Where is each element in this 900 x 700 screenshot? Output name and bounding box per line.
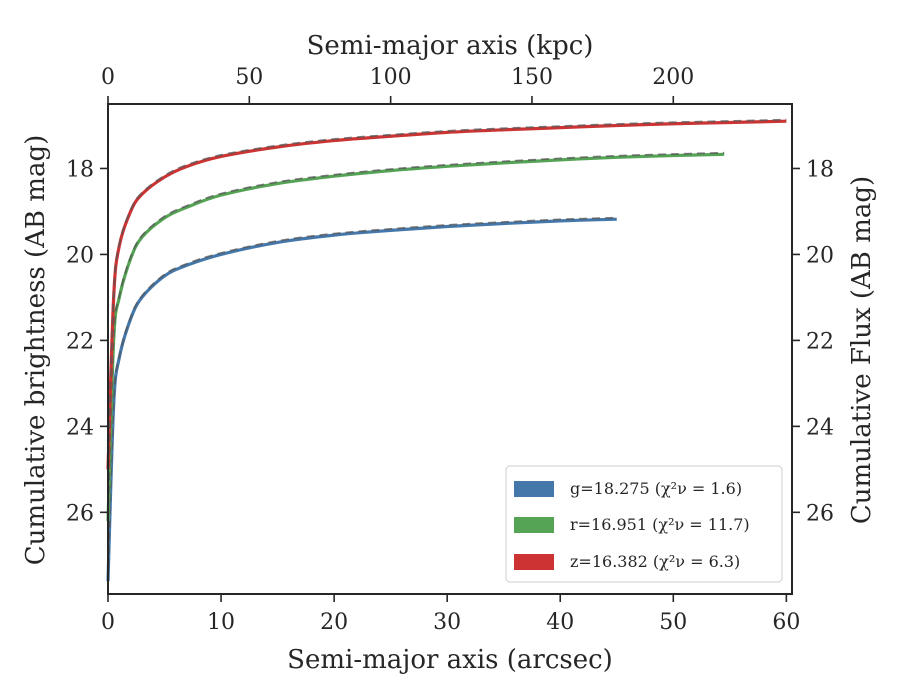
x2-tick-label-100: 100 xyxy=(370,65,412,90)
legend-label-g: g=18.275 (χ²ν = 1.6) xyxy=(570,479,742,498)
y2-axis-title: Cumulative Flux (AB mag) xyxy=(847,176,877,524)
series-line-g xyxy=(106,217,617,582)
plot-frame xyxy=(107,103,793,595)
y2-tick-label-20: 20 xyxy=(806,243,834,268)
model-line-g xyxy=(107,216,617,580)
y2-tick-label-22: 22 xyxy=(806,329,834,354)
y-tick-label-20: 20 xyxy=(66,243,94,268)
legend-label-z: z=16.382 (χ²ν = 6.3) xyxy=(570,552,740,571)
y-axis-title: Cumulative brightness (AB mag) xyxy=(21,135,51,566)
x-tick-label-10: 10 xyxy=(207,610,235,635)
y-tick-label-26: 26 xyxy=(66,501,94,526)
x-tick-label-40: 40 xyxy=(546,610,574,635)
legend-box xyxy=(505,465,783,583)
legend-label-r: r=16.951 (χ²ν = 11.7) xyxy=(570,515,750,534)
x2-tick-label-0: 0 xyxy=(101,65,115,90)
legend-swatch-r xyxy=(514,517,554,533)
x-tick-label-60: 60 xyxy=(772,610,800,635)
y2-tick-label-26: 26 xyxy=(806,501,834,526)
y-tick-label-18: 18 xyxy=(66,157,94,182)
legend-swatch-z xyxy=(514,554,554,570)
x-axis-title: Semi-major axis (arcsec) xyxy=(287,645,613,675)
x-tick-label-50: 50 xyxy=(659,610,687,635)
y2-tick-label-24: 24 xyxy=(806,415,834,440)
y-tick-label-24: 24 xyxy=(66,415,94,440)
x-tick-label-20: 20 xyxy=(320,610,348,635)
y2-tick-label-18: 18 xyxy=(806,157,834,182)
series-layer xyxy=(106,118,787,582)
x2-tick-label-50: 50 xyxy=(235,65,263,90)
x2-tick-label-150: 150 xyxy=(511,65,553,90)
x2-axis-title: Semi-major axis (kpc) xyxy=(307,31,594,61)
legend-swatch-g xyxy=(514,481,554,497)
series-line-z xyxy=(106,119,787,470)
x-tick-label-0: 0 xyxy=(101,610,115,635)
x-tick-label-30: 30 xyxy=(433,610,461,635)
model-line-z xyxy=(107,118,787,468)
ticks-layer: 0 10 20 30 40 50 60 0 50 100 150 200 18 20 22 24 26 18 20 2… xyxy=(66,65,834,635)
y-tick-label-22: 22 xyxy=(66,329,94,354)
model-line-r xyxy=(107,151,725,520)
x2-tick-label-200: 200 xyxy=(652,65,694,90)
legend: g=18.275 (χ²ν = 1.6) r=16.951 (χ²ν = 11.… xyxy=(505,465,783,583)
